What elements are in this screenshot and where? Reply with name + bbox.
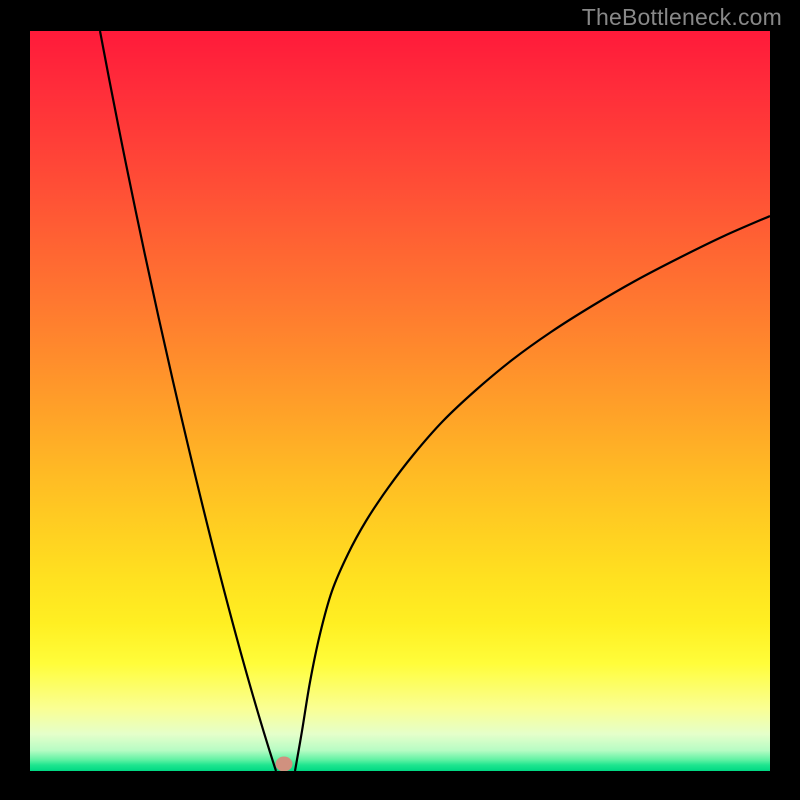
plot-area — [30, 31, 770, 771]
minimum-marker — [276, 757, 293, 772]
chart-svg — [30, 31, 770, 771]
gradient-background — [30, 31, 770, 771]
watermark-text: TheBottleneck.com — [582, 4, 782, 31]
